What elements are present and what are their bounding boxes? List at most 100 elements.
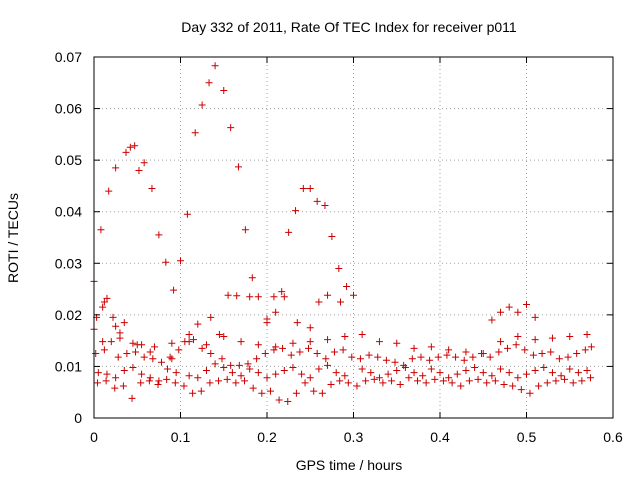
data-point [436, 369, 444, 377]
data-point [313, 197, 321, 205]
data-point [163, 375, 171, 383]
data-point [151, 343, 159, 351]
data-point [205, 79, 213, 87]
data-point [503, 344, 511, 352]
data-point [391, 358, 399, 366]
data-point [341, 333, 349, 341]
data-point [374, 353, 382, 361]
y-tick-label: 0.03 [55, 255, 82, 271]
data-point [270, 346, 278, 354]
axis-ticks [93, 56, 614, 419]
data-point [452, 353, 460, 361]
data-point [465, 377, 473, 385]
data-point [393, 339, 401, 347]
data-point [120, 367, 128, 375]
data-point [335, 264, 343, 272]
data-point [138, 370, 146, 378]
data-point [148, 185, 156, 193]
data-point [112, 164, 120, 172]
data-point [318, 389, 326, 397]
data-point [396, 380, 404, 388]
data-point [555, 355, 563, 363]
data-point [145, 377, 153, 385]
data-point [206, 379, 214, 387]
data-point [119, 382, 127, 390]
data-point [207, 350, 215, 358]
data-point [427, 365, 435, 373]
data-point [215, 377, 223, 385]
data-point [246, 365, 254, 373]
data-point [358, 365, 366, 373]
data-point [301, 379, 309, 387]
data-point [531, 313, 539, 321]
data-point [180, 382, 188, 390]
data-point [471, 363, 479, 371]
data-point [185, 338, 193, 346]
data-point [375, 338, 383, 346]
data-point [272, 370, 280, 378]
data-point [241, 226, 249, 234]
data-point [99, 303, 107, 311]
data-point [531, 336, 539, 344]
data-point [547, 348, 555, 356]
data-point [479, 369, 487, 377]
data-point [185, 372, 193, 380]
data-point [278, 288, 286, 296]
data-point [512, 341, 520, 349]
data-point [410, 369, 418, 377]
data-point [111, 384, 119, 392]
data-point [224, 291, 232, 299]
data-point [339, 346, 347, 354]
data-point [388, 377, 396, 385]
data-point [548, 369, 556, 377]
data-point [146, 374, 154, 382]
data-point [123, 350, 131, 358]
data-point [327, 380, 335, 388]
data-point [122, 148, 130, 156]
data-point [531, 367, 539, 375]
data-point [99, 338, 107, 346]
y-tick-label: 0.04 [55, 204, 82, 220]
data-point [254, 341, 262, 349]
data-point [379, 379, 387, 387]
data-point [284, 397, 292, 405]
data-point [353, 382, 361, 390]
data-point [168, 355, 176, 363]
x-axis-label: GPS time / hours [296, 457, 403, 473]
data-point [375, 374, 383, 382]
data-point [587, 374, 595, 382]
data-point [155, 377, 163, 385]
data-point [453, 370, 461, 378]
data-point [401, 363, 409, 371]
data-point [198, 101, 206, 109]
x-tick-label: 0.3 [344, 429, 364, 445]
data-point [207, 313, 215, 321]
data-point [197, 387, 205, 395]
data-point [306, 324, 314, 332]
data-point [569, 379, 577, 387]
data-point [535, 382, 543, 390]
data-point [332, 369, 340, 377]
data-point [529, 351, 537, 359]
data-point [384, 370, 392, 378]
data-point [211, 62, 219, 70]
data-point [462, 348, 470, 356]
data-point [561, 375, 569, 383]
data-point [132, 348, 140, 356]
data-point [414, 377, 422, 385]
data-point [322, 355, 330, 363]
data-point [191, 129, 199, 137]
data-point [350, 291, 357, 299]
y-tick-labels: 0 0.01 0.02 0.03 0.04 0.05 0.06 0.07 [55, 49, 82, 426]
data-point [280, 293, 288, 301]
data-point [514, 308, 522, 316]
data-point [517, 386, 525, 394]
data-point [175, 346, 183, 354]
data-point [564, 353, 572, 361]
data-point [445, 374, 453, 382]
data-point [505, 369, 513, 377]
x-tick-label: 0.1 [171, 429, 191, 445]
data-point [408, 355, 416, 363]
data-point [578, 377, 586, 385]
